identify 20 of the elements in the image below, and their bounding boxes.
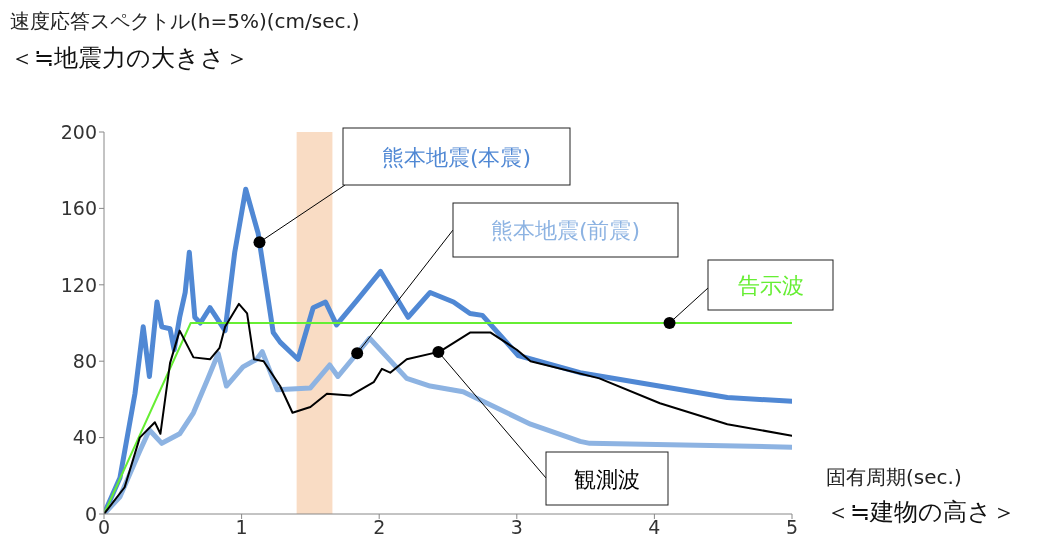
x-tick-label: 4	[648, 516, 661, 539]
x-tick-label: 5	[785, 516, 799, 539]
y-tick-label: 80	[72, 349, 97, 372]
x-tick-label: 2	[373, 516, 386, 539]
text: 熊本地震(前震)	[490, 218, 641, 243]
x-tick-label: 0	[97, 516, 111, 539]
x-axis-title: 固有周期(sec.)	[826, 464, 962, 491]
text: 熊本地震(本震)	[381, 144, 532, 170]
series-label: 告示波	[737, 273, 804, 298]
text: 観測波	[574, 466, 640, 492]
x-tick-label: 3	[510, 516, 523, 539]
y-tick-label: 200	[60, 120, 97, 143]
x-tick-label: 1	[235, 516, 248, 539]
text: ＜≒建物の高さ＞	[826, 497, 1017, 528]
text: ＜≒地震力の大きさ＞	[10, 43, 250, 74]
y-tick-label: 40	[72, 426, 97, 449]
y-tick-label: 160	[60, 197, 97, 220]
y-tick-label: 120	[60, 273, 97, 296]
y-axis-title: 速度応答スペクトル(h=5%)(cm/sec.)	[10, 8, 360, 35]
y-tick-label: 0	[84, 502, 97, 525]
